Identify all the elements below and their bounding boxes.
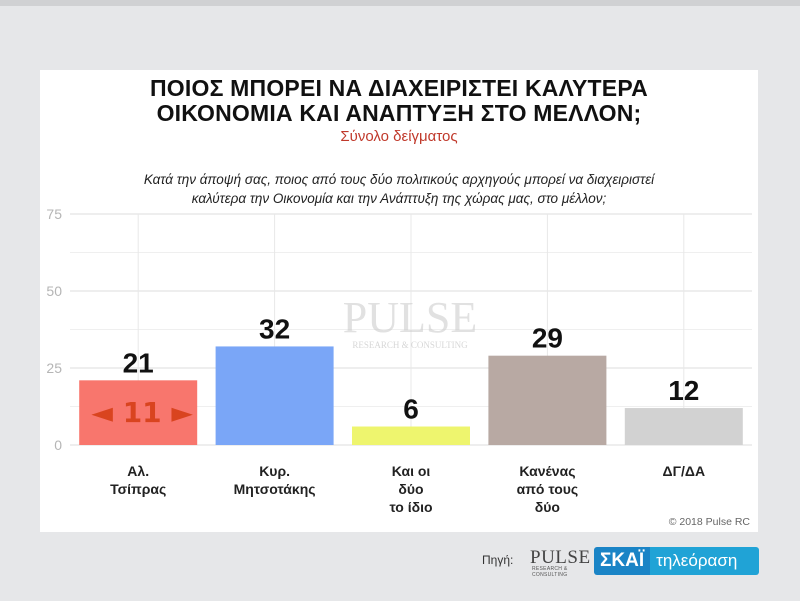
chart-title: ΠΟΙΟΣ ΜΠΟΡΕΙ ΝΑ ΔΙΑΧΕΙΡΙΣΤΕΙ ΚΑΛΥΤΕΡΑ ΟΙ… bbox=[40, 76, 758, 126]
category-label: δύο bbox=[535, 499, 560, 515]
pulse-logo-text: PULSE bbox=[530, 547, 591, 568]
chart-panel: ΠΟΙΟΣ ΜΠΟΡΕΙ ΝΑ ΔΙΑΧΕΙΡΙΣΤΕΙ ΚΑΛΥΤΕΡΑ ΟΙ… bbox=[40, 70, 758, 532]
y-tick-label: 25 bbox=[46, 360, 62, 376]
bar-value-label: 21 bbox=[123, 347, 154, 378]
chart-subtitle: Σύνολο δείγματος bbox=[340, 128, 458, 145]
skai-logo: ΣΚΑΪ τηλεόραση bbox=[594, 547, 759, 575]
difference-annotation: ◄ 11 ► bbox=[91, 396, 193, 429]
category-label: ΔΓ/ΔΑ bbox=[663, 463, 706, 479]
category-label: από τους bbox=[517, 481, 579, 497]
bar bbox=[215, 346, 334, 445]
skai-tv-label: τηλεόραση bbox=[650, 547, 759, 575]
category-label: το ίδιο bbox=[389, 499, 432, 515]
copyright-text: © 2018 Pulse RC bbox=[668, 516, 750, 528]
category-label: δύο bbox=[398, 481, 423, 497]
bar bbox=[352, 426, 470, 445]
bar-value-label: 29 bbox=[532, 323, 563, 354]
category-label: Αλ. bbox=[127, 463, 149, 479]
category-label: Και οι bbox=[392, 463, 431, 479]
title-line-1: ΠΟΙΟΣ ΜΠΟΡΕΙ ΝΑ ΔΙΑΧΕΙΡΙΣΤΕΙ ΚΑΛΥΤΕΡΑ bbox=[149, 75, 648, 101]
pulse-logo-subtext: RESEARCH & CONSULTING bbox=[532, 566, 568, 578]
bar bbox=[624, 408, 743, 445]
title-line-2: ΟΙΚΟΝΟΜΙΑ ΚΑΙ ΑΝΑΠΤΥΞΗ ΣΤΟ ΜΕΛΛΟΝ; bbox=[156, 100, 642, 126]
bar-value-label: 6 bbox=[403, 394, 419, 425]
y-tick-label: 50 bbox=[46, 283, 62, 299]
category-label: Μητσοτάκης bbox=[234, 481, 316, 497]
pulse-logo: PULSE RESEARCH & CONSULTING bbox=[530, 543, 591, 578]
category-label: Τσίπρας bbox=[110, 481, 166, 497]
top-strip bbox=[0, 0, 800, 6]
watermark-subtext: RESEARCH & CONSULTING bbox=[352, 340, 468, 350]
question-line-1: Κατά την άποψή σας, ποιος από τους δύο π… bbox=[143, 172, 655, 187]
skai-brand: ΣΚΑΪ bbox=[594, 547, 651, 575]
watermark-text: PULSE bbox=[343, 293, 477, 342]
survey-question: Κατά την άποψή σας, ποιος από τους δύο π… bbox=[100, 170, 698, 208]
category-label: Κανένας bbox=[519, 463, 575, 479]
bar bbox=[79, 380, 198, 445]
source-label: Πηγή: bbox=[482, 553, 514, 567]
question-line-2: καλύτερα την Οικονομία και την Ανάπτυξη … bbox=[191, 191, 607, 206]
y-tick-label: 0 bbox=[54, 437, 62, 453]
bar bbox=[488, 355, 607, 445]
bar-value-label: 32 bbox=[259, 313, 290, 344]
y-tick-label: 75 bbox=[46, 206, 62, 222]
category-label: Κυρ. bbox=[259, 463, 290, 479]
bar-value-label: 12 bbox=[668, 375, 699, 406]
